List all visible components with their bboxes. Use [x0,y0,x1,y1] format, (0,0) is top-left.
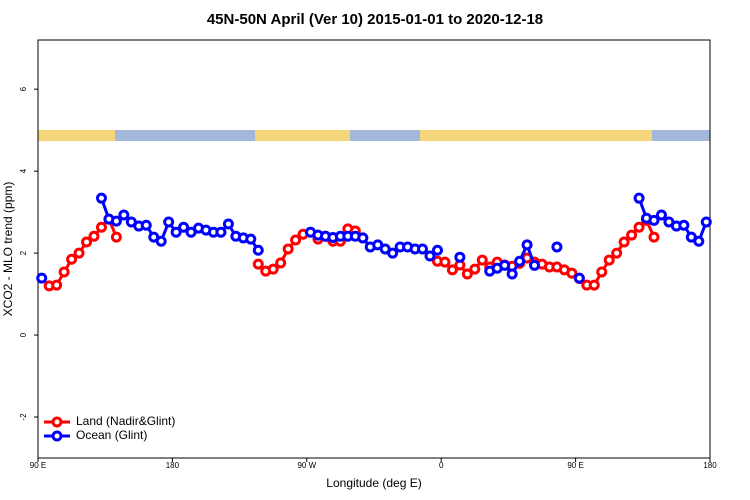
data-point [588,279,600,291]
data-point [110,215,122,227]
data-point [81,236,93,248]
data-point [499,259,511,271]
data-point [95,221,107,233]
data-point [73,247,85,259]
y-tick-label: -2 [19,413,28,421]
data-point [275,257,287,269]
data-point [618,236,630,248]
y-tick-label: 2 [19,250,28,255]
data-point [357,232,369,244]
data-point [626,229,638,241]
x-tick-label: 90 E [567,461,583,470]
y-axis-label: XCO2 - MLO trend (ppm) [1,182,15,317]
data-point [506,268,518,280]
data-point [439,256,451,268]
data-point [36,272,48,284]
ocean-band [350,130,420,141]
data-point [693,235,705,247]
data-point [655,209,667,221]
x-tick-label: 180 [166,461,180,470]
y-tick-label: 6 [19,86,28,91]
data-point [529,259,541,271]
chart-title: 45N-50N April (Ver 10) 2015-01-01 to 202… [207,11,543,28]
data-point [566,267,578,279]
data-point [170,226,182,238]
data-point [155,235,167,247]
x-tick-label: 90 W [297,461,316,470]
data-point [110,231,122,243]
data-point [267,263,279,275]
data-point [282,243,294,255]
data-point [573,272,585,284]
data-point [66,253,78,265]
data-point [245,233,257,245]
data-point [700,216,712,228]
y-tick-label: 0 [19,332,28,337]
data-point [514,255,526,267]
data-point [252,258,264,270]
data-point [387,247,399,259]
data-point [252,244,264,256]
data-point [611,247,623,259]
plot-frame [37,39,711,459]
legend-marker [51,430,63,442]
data-point [118,209,130,221]
legend-label: Ocean (Glint) [76,428,147,442]
y-tick-label: 4 [19,168,28,173]
data-point [51,279,63,291]
data-point [633,221,645,233]
data-point [424,250,436,262]
data-point [648,231,660,243]
data-point [521,239,533,251]
data-point [446,264,458,276]
x-tick-label: 90 E [30,461,46,470]
legend-label: Land (Nadir&Glint) [76,414,175,428]
x-tick-label: 0 [439,461,444,470]
data-point [222,218,234,230]
data-point [551,241,563,253]
data-point [88,230,100,242]
ocean-band [652,130,710,141]
legend-marker [51,416,63,428]
data-point [596,266,608,278]
x-axis-label: Longitude (deg E) [326,476,421,490]
data-point [58,266,70,278]
data-point [603,254,615,266]
map-strip [38,130,710,141]
data-point [633,192,645,204]
data-point [678,219,690,231]
data-point [163,216,175,228]
data-point [178,221,190,233]
x-tick-label: 180 [703,461,717,470]
data-point [95,192,107,204]
data-point [648,214,660,226]
data-point [215,226,227,238]
data-point [417,243,429,255]
data-point [290,234,302,246]
ocean-band [115,130,255,141]
data-point [476,254,488,266]
data-point [431,244,443,256]
data-point [140,219,152,231]
data-point [461,268,473,280]
data-point [469,263,481,275]
data-point [454,251,466,263]
